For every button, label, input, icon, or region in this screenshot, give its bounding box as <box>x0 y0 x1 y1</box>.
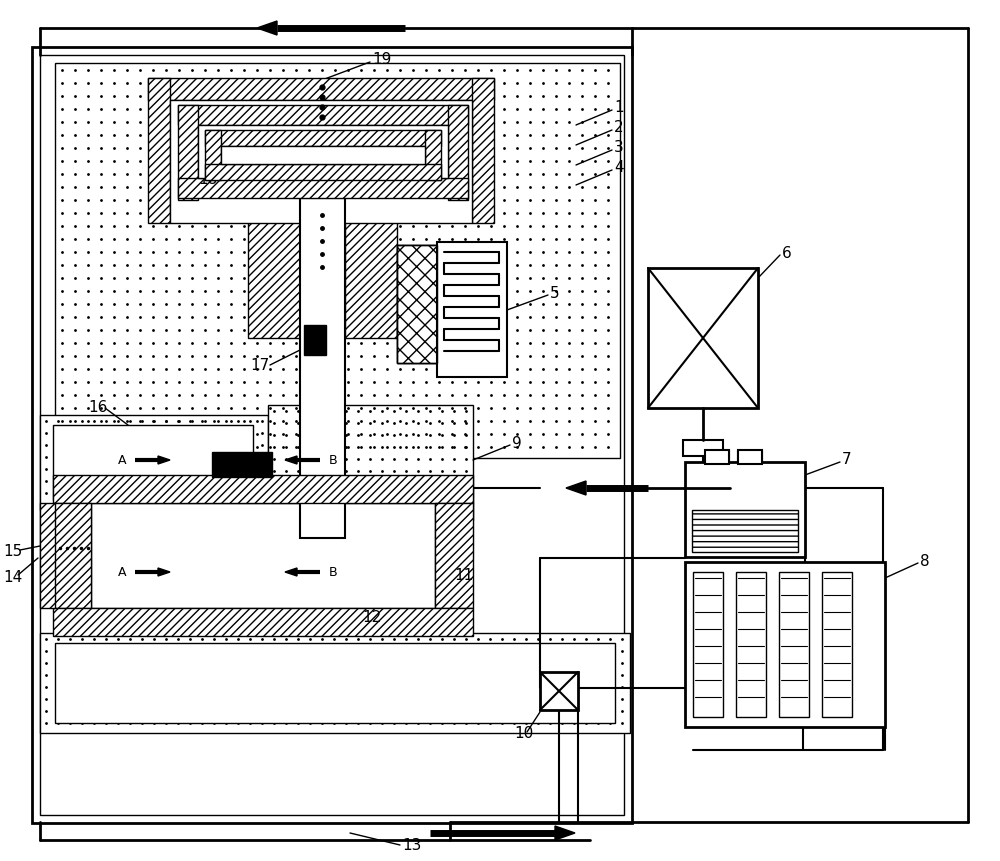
Bar <box>205 130 221 180</box>
Bar <box>55 643 615 723</box>
Text: 6: 6 <box>782 245 792 261</box>
Polygon shape <box>158 456 170 464</box>
Text: 11: 11 <box>454 567 473 583</box>
Polygon shape <box>555 826 575 840</box>
Bar <box>53 475 473 503</box>
Bar <box>648 268 758 408</box>
Polygon shape <box>158 568 170 576</box>
Bar <box>170 100 472 223</box>
Bar <box>685 462 805 557</box>
Bar <box>540 672 578 710</box>
Bar <box>345 198 397 338</box>
Polygon shape <box>257 21 277 35</box>
Bar <box>736 572 766 717</box>
Text: A: A <box>118 566 126 579</box>
Bar <box>40 503 55 608</box>
Bar <box>304 325 326 355</box>
Bar <box>53 503 91 608</box>
Text: 16: 16 <box>88 400 107 416</box>
Bar <box>40 633 630 733</box>
Bar <box>40 55 624 815</box>
Bar <box>692 510 798 552</box>
Bar <box>205 130 441 146</box>
Bar <box>822 572 852 717</box>
Bar <box>178 105 468 125</box>
Bar <box>472 78 494 223</box>
Bar <box>685 562 885 727</box>
Bar <box>437 242 507 377</box>
Text: 5: 5 <box>550 286 560 300</box>
Text: 14: 14 <box>3 569 22 585</box>
Text: 9: 9 <box>512 436 522 450</box>
Text: 19: 19 <box>372 53 391 67</box>
Text: 1: 1 <box>614 101 624 115</box>
Bar <box>205 164 441 180</box>
Bar <box>148 78 494 100</box>
Bar <box>693 572 723 717</box>
Text: 10: 10 <box>514 727 533 741</box>
Bar <box>53 608 473 636</box>
Polygon shape <box>566 481 586 495</box>
Bar <box>40 415 268 510</box>
Bar <box>779 572 809 717</box>
Text: 17: 17 <box>250 357 269 373</box>
Text: 12: 12 <box>362 610 381 625</box>
Bar <box>435 503 473 608</box>
Bar <box>198 125 448 178</box>
Bar <box>32 47 632 823</box>
Text: 15: 15 <box>3 544 22 560</box>
Bar <box>448 105 468 200</box>
Bar <box>248 198 300 338</box>
Polygon shape <box>285 568 297 576</box>
Bar <box>738 450 762 464</box>
Bar <box>53 425 253 500</box>
Bar <box>397 245 437 363</box>
Text: 8: 8 <box>920 554 930 568</box>
Text: 3: 3 <box>614 140 624 156</box>
Bar <box>268 405 473 520</box>
Text: 4: 4 <box>614 160 624 176</box>
Text: 2: 2 <box>614 121 624 135</box>
Text: 18: 18 <box>198 172 217 188</box>
Text: B: B <box>329 454 337 467</box>
Text: 13: 13 <box>402 838 421 852</box>
Bar <box>221 146 425 164</box>
Bar <box>212 452 272 477</box>
Bar <box>148 78 170 223</box>
Bar <box>683 440 723 456</box>
Text: B: B <box>329 566 337 579</box>
Bar <box>425 130 441 180</box>
Bar <box>178 178 468 198</box>
Bar <box>91 503 435 608</box>
Bar <box>300 198 345 538</box>
Bar <box>55 63 620 458</box>
Bar <box>397 245 437 363</box>
Polygon shape <box>285 456 297 464</box>
Text: 7: 7 <box>842 453 852 468</box>
Text: A: A <box>118 454 126 467</box>
Bar <box>178 105 198 200</box>
Bar <box>705 450 729 464</box>
Bar <box>397 245 437 363</box>
